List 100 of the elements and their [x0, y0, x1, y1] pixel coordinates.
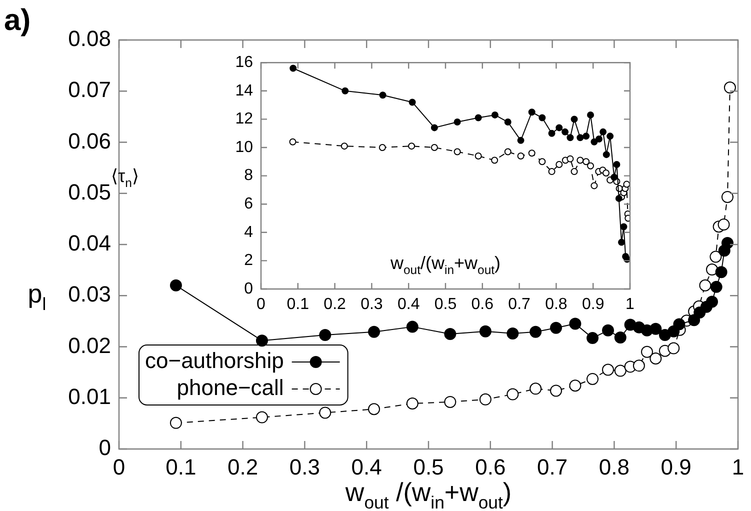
point	[615, 194, 622, 202]
point	[504, 118, 512, 126]
x-tick-label: 1	[626, 296, 635, 314]
x-tick-label: 0.4	[351, 454, 382, 480]
point	[570, 168, 578, 176]
legend-label: phone−call	[176, 375, 284, 400]
point	[569, 318, 582, 330]
point	[406, 398, 418, 410]
point	[504, 148, 512, 156]
point	[562, 128, 569, 136]
y-tick-label: 6	[244, 196, 254, 213]
point	[586, 332, 599, 344]
point	[528, 108, 536, 116]
x-tick-label: 0.6	[475, 454, 506, 480]
x-tick-label: 0.4	[397, 296, 420, 314]
point	[602, 364, 614, 376]
point	[444, 396, 456, 408]
point	[538, 114, 546, 122]
point	[474, 114, 482, 122]
point	[618, 238, 626, 246]
point	[319, 328, 332, 341]
point	[506, 388, 519, 400]
point	[710, 250, 722, 263]
point	[632, 360, 645, 372]
point	[342, 87, 349, 94]
x-tick-label: 0.5	[434, 296, 457, 314]
y-tick-label: 0.02	[68, 332, 111, 358]
x-tick-label: 0.1	[166, 454, 196, 480]
point	[340, 142, 348, 150]
point	[289, 138, 296, 146]
point	[550, 322, 562, 334]
point	[570, 116, 578, 123]
x-tick-label: 0.8	[598, 454, 630, 480]
x-tick-label: 0.7	[508, 296, 531, 314]
point	[368, 326, 380, 338]
point	[614, 332, 626, 344]
point	[596, 136, 603, 143]
x-tick-label: 0.2	[228, 454, 258, 480]
point	[556, 160, 563, 168]
point	[556, 124, 563, 132]
y-tick-label: 12	[235, 110, 254, 128]
point	[550, 384, 562, 397]
point	[530, 326, 542, 338]
x-tick-label: 0.6	[471, 296, 494, 314]
legend-label: co−authorship	[144, 348, 284, 374]
y-tick-label: 8	[244, 167, 254, 184]
y-tick-label: 0	[98, 435, 111, 460]
point	[602, 324, 614, 336]
point	[170, 279, 182, 292]
point	[430, 144, 438, 151]
y-tick-label: 0.03	[68, 282, 111, 307]
point	[724, 82, 736, 94]
point	[256, 411, 268, 424]
point	[582, 132, 590, 140]
x-tick-label: 0	[256, 296, 266, 314]
y-tick-label: 10	[235, 138, 254, 156]
point	[587, 111, 594, 118]
point	[576, 134, 584, 142]
y-tick-label: 2	[244, 252, 254, 270]
point	[668, 342, 680, 354]
point	[479, 393, 492, 406]
x-tick-label: 0.3	[289, 454, 320, 480]
y-tick-label: 0.04	[68, 230, 111, 256]
point	[319, 406, 332, 419]
point	[610, 174, 618, 181]
point	[408, 98, 416, 106]
point	[586, 372, 599, 385]
point	[256, 334, 268, 347]
point	[587, 162, 594, 170]
point	[650, 322, 662, 335]
x-tick-label: 0.8	[545, 296, 568, 314]
y-tick-label: 0.06	[68, 128, 111, 154]
point	[517, 136, 524, 144]
point	[479, 325, 492, 338]
point	[569, 380, 582, 392]
x-tick-label: 0.5	[413, 454, 444, 480]
y-tick-label: 16	[235, 54, 254, 72]
point	[379, 92, 386, 99]
point	[548, 130, 556, 137]
point	[378, 144, 386, 151]
x-tick-label: 0.7	[537, 454, 568, 480]
point	[721, 236, 734, 249]
point	[538, 158, 546, 166]
x-tick-label: 1	[732, 454, 744, 480]
point	[528, 150, 536, 157]
y-tick-label: 14	[235, 82, 254, 100]
point	[566, 134, 574, 142]
point	[491, 111, 498, 118]
point	[614, 364, 626, 377]
point	[706, 264, 718, 276]
y-tick-label: 0.08	[68, 26, 111, 52]
point	[430, 124, 438, 132]
y-tick-label: 4	[244, 224, 254, 241]
point	[590, 182, 598, 190]
x-tick-label: 0.9	[582, 296, 604, 314]
point	[606, 132, 614, 140]
x-tick-label: 0.9	[660, 454, 692, 480]
y-tick-label: 0	[244, 280, 254, 298]
point	[721, 190, 734, 203]
point	[576, 156, 584, 164]
